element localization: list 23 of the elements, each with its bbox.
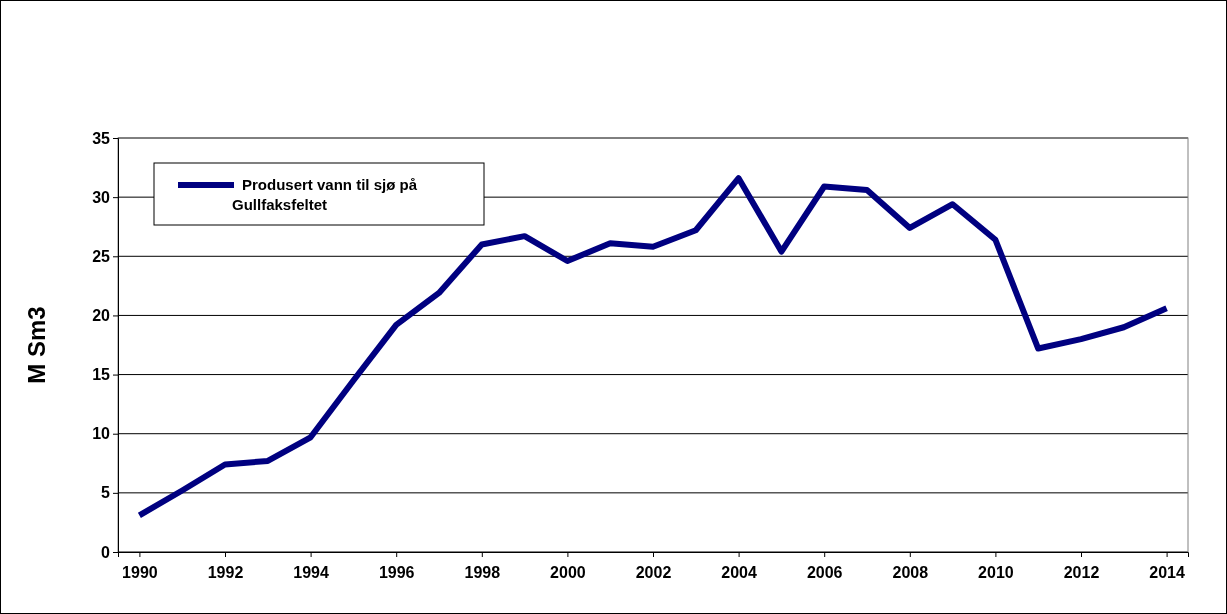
y-axis-title: M Sm3 bbox=[23, 306, 50, 384]
x-tick-label: 1990 bbox=[122, 563, 158, 581]
y-tick-label: 30 bbox=[92, 188, 111, 206]
x-tick-label: 2006 bbox=[806, 563, 843, 581]
x-tick-label: 2004 bbox=[721, 563, 757, 581]
x-tick-label: 1992 bbox=[207, 563, 244, 581]
x-tick-label: 2002 bbox=[635, 563, 672, 581]
y-tick-label: 10 bbox=[92, 425, 111, 443]
x-tick-label: 2012 bbox=[1063, 563, 1100, 581]
x-tick-label: 2010 bbox=[978, 563, 1014, 581]
y-tick-label: 35 bbox=[92, 129, 111, 147]
x-tick-label: 2014 bbox=[1149, 563, 1185, 581]
y-tick-label: 0 bbox=[101, 543, 111, 561]
legend-label: Produsert vann til sjø på Gullfaksfeltet bbox=[232, 176, 418, 214]
y-tick-label: 25 bbox=[92, 247, 111, 265]
y-tick-label: 5 bbox=[101, 484, 111, 502]
x-tick-label: 2000 bbox=[550, 563, 586, 581]
x-tick-label: 2008 bbox=[892, 563, 929, 581]
x-tick-label: 1998 bbox=[464, 563, 501, 581]
y-tick-label: 15 bbox=[92, 366, 111, 384]
y-tick-label: 20 bbox=[92, 307, 111, 325]
x-tick-label: 1996 bbox=[378, 563, 415, 581]
x-tick-label: 1994 bbox=[293, 563, 329, 581]
